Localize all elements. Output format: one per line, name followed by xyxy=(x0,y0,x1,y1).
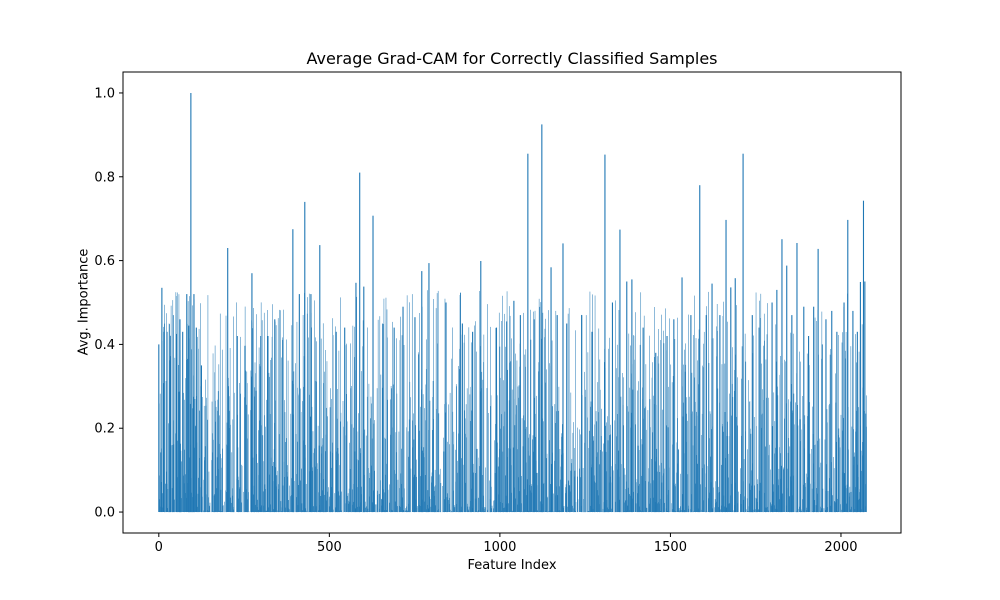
y-axis-label: Avg. Importance xyxy=(76,248,92,356)
svg-text:1.0: 1.0 xyxy=(94,86,115,101)
svg-text:500: 500 xyxy=(317,540,342,555)
svg-text:1000: 1000 xyxy=(483,540,516,555)
svg-text:0: 0 xyxy=(155,540,163,555)
svg-text:0.6: 0.6 xyxy=(94,254,115,269)
svg-text:0.2: 0.2 xyxy=(94,422,115,437)
svg-text:2000: 2000 xyxy=(824,540,857,555)
svg-text:0.8: 0.8 xyxy=(94,170,115,185)
x-axis-label: Feature Index xyxy=(467,558,557,573)
svg-text:0.0: 0.0 xyxy=(94,506,115,521)
svg-text:1500: 1500 xyxy=(654,540,687,555)
svg-text:0.4: 0.4 xyxy=(94,338,115,353)
chart-title: Average Grad-CAM for Correctly Classifie… xyxy=(306,49,718,68)
